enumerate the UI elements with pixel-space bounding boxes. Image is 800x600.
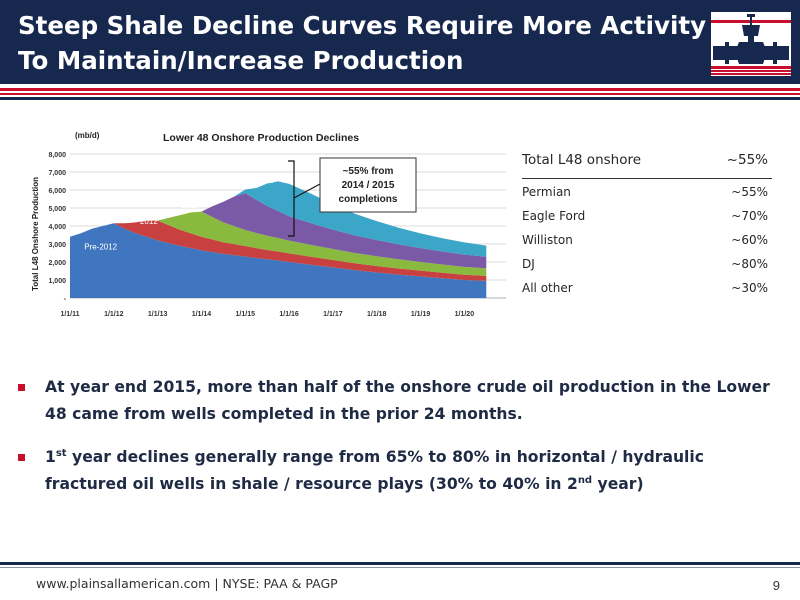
x-tick-label: 1/1/16: [279, 311, 299, 318]
y-axis-title: Total L48 Onshore Production: [31, 177, 40, 291]
chart-svg: (mb/d) Lower 48 Onshore Production Decli…: [31, 131, 506, 318]
x-tick-label: 1/1/17: [323, 311, 343, 318]
series-labels: Pre-2012 2012 2013 2014 2015: [84, 176, 274, 252]
superscript: nd: [577, 474, 593, 486]
callout-line-3: completions: [339, 194, 398, 205]
area-series-2015: [70, 181, 487, 257]
page-title-line-1: Steep Shale Decline Curves Require More …: [18, 11, 707, 40]
area-series-2013: [70, 211, 487, 276]
bullet-item: At year end 2015, more than half of the …: [18, 374, 788, 428]
header-divider: [0, 97, 800, 100]
x-tick-label: 1/1/11: [60, 311, 79, 318]
callout-line-2: 2014 / 2015: [342, 180, 395, 191]
table-row-name: Eagle Ford: [522, 209, 586, 223]
y-tick-label: 6,000: [48, 188, 66, 195]
valve-logo-icon: [711, 12, 791, 76]
area-series-2012: [70, 220, 487, 281]
x-tick-label: 1/1/18: [367, 311, 387, 318]
callout-bracket: [288, 160, 295, 237]
y-tick-label: 8,000: [48, 152, 66, 159]
title-banner: Steep Shale Decline Curves Require More …: [0, 0, 800, 84]
production-decline-chart: (mb/d) Lower 48 Onshore Production Decli…: [28, 124, 518, 330]
series-label: 2012: [140, 217, 158, 226]
bullet-text: At year end 2015, more than half of the …: [45, 378, 770, 423]
bullet-text-part: 1: [45, 448, 56, 466]
bullet-text-part: year declines generally range from 65% t…: [45, 448, 704, 493]
table-row: DJ ~80%: [522, 257, 772, 281]
table-row-name: Permian: [522, 185, 571, 199]
table-row-value: ~70%: [731, 209, 768, 223]
table-row-value: ~30%: [731, 281, 768, 295]
bullet-list: At year end 2015, more than half of the …: [18, 374, 788, 514]
bullet-text-part: year): [592, 475, 644, 493]
table-row-value: ~55%: [731, 185, 768, 199]
table-row-value: ~80%: [731, 257, 768, 271]
x-tick-label: 1/1/19: [411, 311, 431, 318]
decline-share-table: Total L48 onshore ~55% Permian ~55% Eagl…: [522, 152, 772, 305]
footer-divider: [0, 567, 800, 568]
bullet-text: 1st year declines generally range from 6…: [45, 448, 704, 493]
x-axis-ticks: 1/1/11 1/1/12 1/1/13 1/1/14 1/1/15 1/1/16 1/1/…: [60, 311, 474, 318]
bullet-item: 1st year declines generally range from 6…: [18, 444, 788, 498]
page-title-line-2: To Maintain/Increase Production: [18, 46, 464, 75]
footer-text: www.plainsallamerican.com | NYSE: PAA & …: [36, 576, 338, 591]
table-header-row: Total L48 onshore ~55%: [522, 152, 772, 179]
y-tick-label: 3,000: [48, 242, 66, 249]
callout-line-1: ~55% from: [343, 166, 394, 177]
table-row-name: All other: [522, 281, 573, 295]
table-row: All other ~30%: [522, 281, 772, 305]
table-row: Williston ~60%: [522, 233, 772, 257]
header-divider: [0, 88, 800, 91]
y-tick-label: 7,000: [48, 170, 66, 177]
x-tick-label: 1/1/14: [192, 311, 212, 318]
footer-divider: [0, 562, 800, 565]
chart-title: Lower 48 Onshore Production Declines: [163, 132, 359, 144]
y-tick-label: 2,000: [48, 260, 66, 267]
table-row-name: Williston: [522, 233, 573, 247]
table-row: Eagle Ford ~70%: [522, 209, 772, 233]
area-series: [70, 181, 487, 298]
header-divider: [0, 93, 800, 95]
bullet-marker-icon: [18, 454, 25, 461]
page-number: 9: [772, 578, 780, 593]
table-row-value: ~60%: [731, 233, 768, 247]
y-tick-label: 1,000: [48, 278, 66, 285]
y-axis-ticks: - 1,000 2,000 3,000 4,000 5,000 6,000 7,000 8,00…: [48, 152, 66, 303]
callout-leader: [293, 183, 321, 199]
series-label: 2015: [256, 176, 274, 185]
x-tick-label: 1/1/20: [455, 311, 475, 318]
y-tick-label: 5,000: [48, 206, 66, 213]
page-title: Steep Shale Decline Curves Require More …: [18, 8, 706, 78]
y-tick-label: 4,000: [48, 224, 66, 231]
table-row-name: DJ: [522, 257, 535, 271]
series-label: Pre-2012: [84, 242, 117, 251]
area-series-2014: [70, 193, 487, 269]
table-header-value: ~55%: [726, 152, 768, 168]
chart-unit-label: (mb/d): [75, 131, 100, 140]
series-label: 2014: [225, 181, 243, 190]
area-series-pre-2012: [70, 223, 487, 298]
header-divider: [0, 84, 800, 88]
series-label: 2013: [182, 201, 200, 210]
x-tick-label: 1/1/12: [104, 311, 124, 318]
bullet-marker-icon: [18, 384, 25, 391]
x-tick-label: 1/1/15: [236, 311, 256, 318]
y-tick-label: -: [64, 296, 67, 303]
callout-box: [319, 157, 417, 213]
company-logo: [711, 12, 791, 76]
superscript: st: [55, 447, 67, 459]
table-header-name: Total L48 onshore: [522, 152, 642, 168]
table-row: Permian ~55%: [522, 185, 772, 209]
x-tick-label: 1/1/13: [148, 311, 168, 318]
